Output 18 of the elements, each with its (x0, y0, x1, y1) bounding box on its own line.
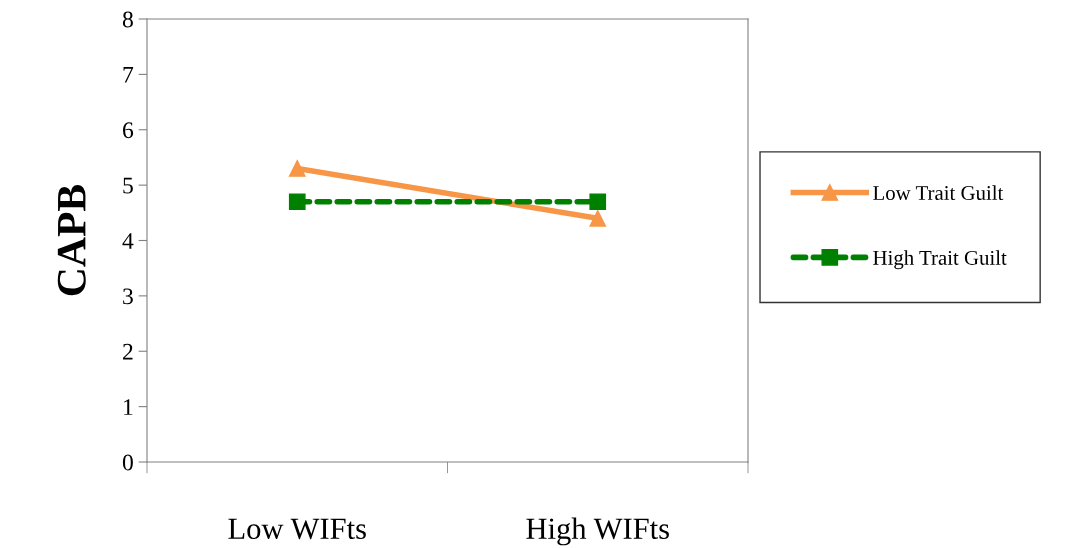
y-tick-label: 2 (123, 343, 133, 360)
y-tick-label: 1 (124, 399, 133, 415)
y-tick-label: 8 (122, 11, 133, 28)
point (589, 193, 607, 211)
point (288, 160, 306, 177)
x-tick-label: High WIFts (526, 517, 669, 546)
y-tick-label: 5 (123, 177, 133, 194)
point (288, 193, 306, 211)
legend-label: High Trait Guilt (873, 250, 1007, 270)
y-tick-label: 6 (123, 122, 134, 139)
y-tick-label: 0 (122, 454, 133, 471)
y-axis-title: CAPB (57, 184, 86, 296)
y-tick-label: 3 (123, 288, 133, 305)
legend-label: Low Trait Guilt (873, 185, 1004, 201)
x-tick-label: Low WIFts (228, 518, 366, 540)
y-tick-label: 7 (123, 67, 134, 83)
y-tick-label: 4 (122, 233, 134, 249)
point (589, 210, 607, 227)
